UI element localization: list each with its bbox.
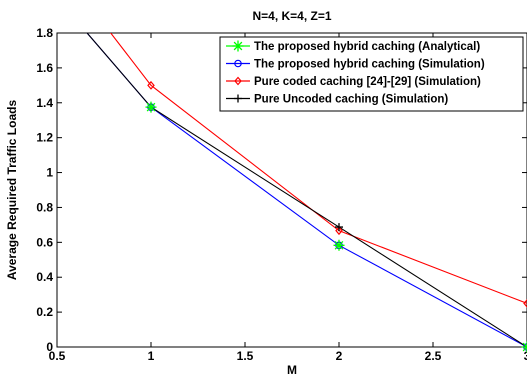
circle-marker: [234, 59, 242, 68]
y-tick-label: 0: [46, 340, 53, 354]
asterisk-marker: [145, 101, 157, 113]
y-tick-label: 1.8: [36, 26, 53, 40]
plus-marker: [234, 94, 242, 103]
y-tick-label: 0.4: [36, 270, 53, 284]
x-tick-label: 0.5: [49, 349, 66, 363]
legend-entry: Pure Uncoded caching (Simulation): [226, 94, 448, 106]
diamond-marker: [147, 80, 155, 90]
y-tick-label: 0.2: [36, 305, 53, 319]
y-tick-label: 1.2: [36, 131, 53, 145]
x-tick-label: 1: [148, 349, 155, 363]
legend-label: Pure Uncoded caching (Simulation): [254, 94, 448, 106]
y-tick-label: 0.8: [36, 200, 53, 214]
diamond-marker: [523, 298, 527, 308]
legend-label: Pure coded caching [24]-[29] (Simulation…: [254, 76, 481, 88]
series-line: [86, 33, 527, 347]
legend: The proposed hybrid caching (Analytical)…: [219, 36, 524, 112]
legend-label: The proposed hybrid caching (Simulation): [254, 59, 485, 71]
legend-box: [219, 36, 524, 112]
y-tick-label: 1.6: [36, 61, 53, 75]
legend-entry: Pure coded caching [24]-[29] (Simulation…: [226, 76, 481, 88]
series-layer: [86, 33, 527, 347]
x-tick-label: 2.5: [425, 349, 442, 363]
plus-marker: [335, 223, 343, 232]
y-axis-label: Average Required Traffic Loads: [5, 100, 19, 281]
y-tick-label: 1.4: [36, 96, 53, 110]
chart-title: N=4, K=4, Z=1: [252, 9, 331, 23]
legend-entry: The proposed hybrid caching (Simulation): [226, 59, 485, 71]
diamond-marker: [335, 226, 343, 236]
legend-label: The proposed hybrid caching (Analytical): [254, 41, 480, 53]
x-tick-label: 1.5: [237, 349, 254, 363]
x-axis-label: M: [287, 363, 297, 377]
asterisk-marker: [333, 239, 345, 251]
y-tick-label: 0.6: [36, 235, 53, 249]
legend-entry: The proposed hybrid caching (Analytical): [226, 40, 480, 53]
x-tick-label: 2: [336, 349, 343, 363]
x-tick-label: 3: [524, 349, 527, 363]
diamond-marker: [234, 76, 242, 86]
y-tick-label: 1: [46, 166, 53, 180]
asterisk-marker: [232, 40, 244, 52]
series-line: [110, 33, 527, 304]
